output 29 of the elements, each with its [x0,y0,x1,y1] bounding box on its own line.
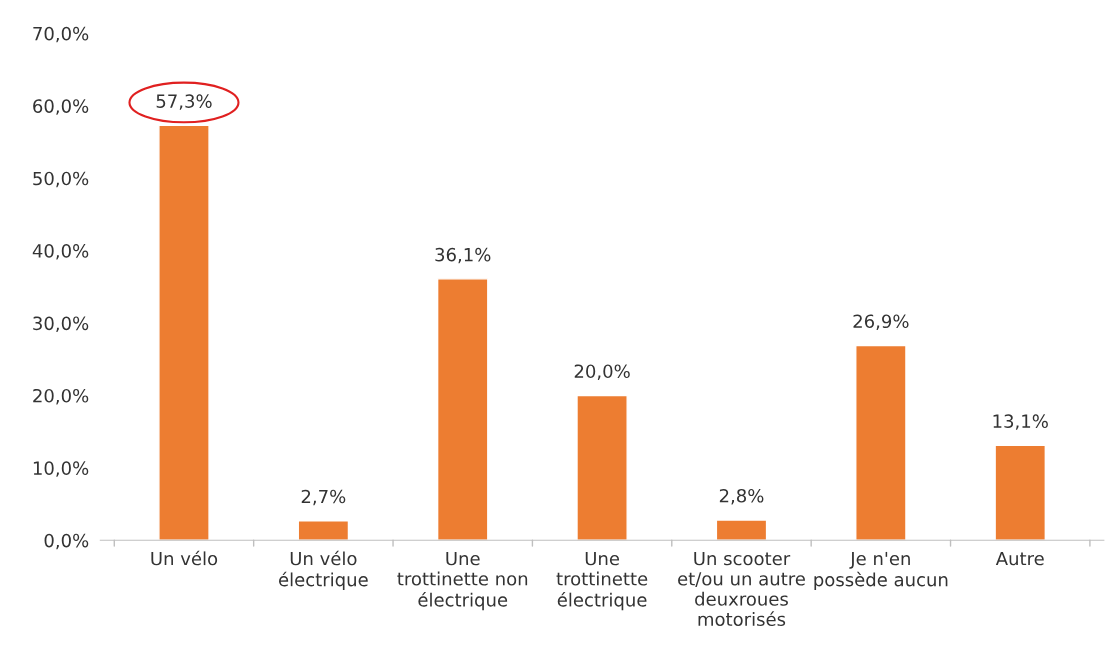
y-tick-label: 0,0% [44,533,89,550]
bar [576,394,628,541]
data-label: 26,9% [853,314,909,330]
y-tick-label: 10,0% [33,461,89,477]
bar [994,444,1047,541]
y-tick-label: 70,0% [33,26,89,43]
data-label: 13,1% [993,414,1048,430]
x-tick-label: Un scooter et/ou un autre deuxroues motorisés [678,551,805,627]
data-label: 36,1% [435,247,491,264]
bar [158,124,210,541]
x-tick-label: Un vélo électrique [279,550,368,590]
x-tick-label: Une trottinette non électrique [397,551,528,611]
bar [297,520,350,541]
data-label: 20,0% [574,364,630,380]
data-label: 2,7% [301,489,346,506]
bar [436,278,489,541]
data-label: 2,8% [719,488,764,505]
y-tick-label: 60,0% [33,99,89,115]
y-tick-label: 30,0% [33,316,89,332]
x-tick-label: Autre [995,551,1044,566]
data-label: 57,3% [156,94,212,110]
y-tick-label: 40,0% [32,244,89,260]
bar [715,519,768,541]
x-tick-label: Une trottinette électrique [556,551,648,611]
x-tick-label: Je n'en possède aucun [814,551,948,590]
y-tick-label: 50,0% [33,171,89,188]
x-tick-label: Un vélo [151,550,218,566]
y-tick-label: 20,0% [33,388,89,405]
bar [855,344,907,541]
